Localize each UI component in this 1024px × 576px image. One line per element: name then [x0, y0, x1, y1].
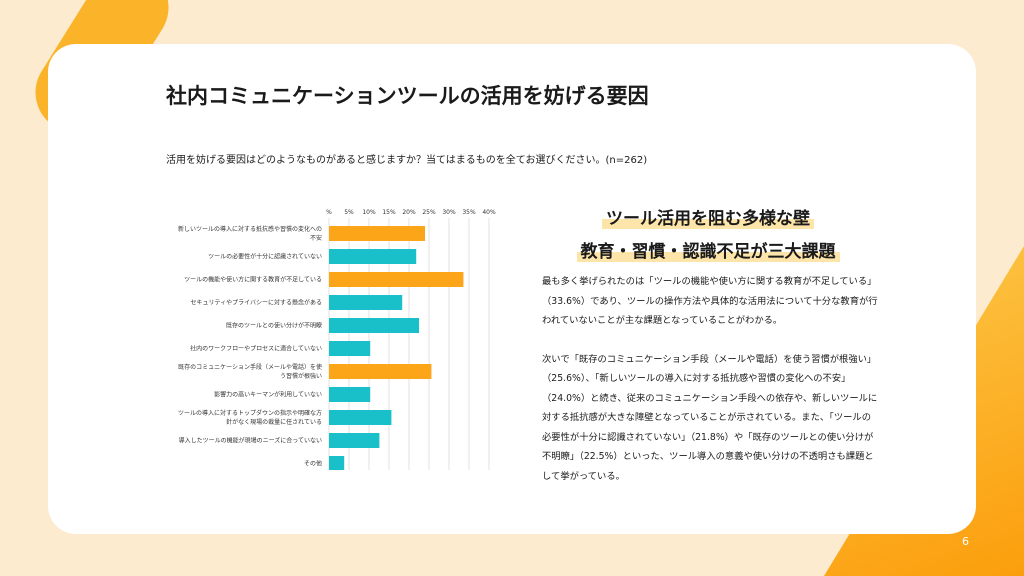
x-tick-label: %: [326, 209, 332, 216]
bar: [329, 272, 464, 287]
bar: [329, 364, 432, 379]
bar: [329, 341, 371, 356]
bar: [329, 249, 417, 264]
bar: [329, 456, 345, 470]
category-label: ツールの機能や使い方に関する教育が不足している: [184, 276, 322, 284]
x-tick-label: 40%: [482, 209, 496, 216]
bar-chart: % 5% 10% 15% 20% 25% 30% 35% 40% 新しいツールの導入に対する抵抗感…: [178, 209, 496, 470]
page-number: 6: [962, 535, 969, 548]
bar: [329, 226, 425, 241]
summary-paragraph-1: 最も多く挙げられたのは「ツールの機能や使い方に関する教育が不足している」（33.…: [542, 276, 878, 326]
category-label: 導入したツールの機能が現場のニーズに合っていない: [179, 437, 322, 445]
bar: [329, 387, 371, 402]
category-label: う習慣が根強い: [280, 372, 322, 380]
category-label: セキュリティやプライバシーに対する懸念がある: [190, 299, 322, 307]
x-tick-label: 15%: [382, 209, 396, 216]
bar: [329, 295, 403, 310]
page-title: 社内コミュニケーションツールの活用を妨げる要因: [166, 84, 649, 108]
x-tick-label: 30%: [442, 209, 456, 216]
summary-heading-line1: ツール活用を阻む多様な壁: [602, 204, 814, 229]
content-card: [48, 44, 976, 534]
survey-question: 活用を妨げる要因はどのようなものがあると感じますか？当てはまるものを全てお選びく…: [166, 155, 648, 166]
category-label: 新しいツールの導入に対する抵抗感や習慣の変化への: [178, 225, 322, 233]
x-tick-label: 35%: [462, 209, 476, 216]
category-label: 影響力の高いキーマンが利用していない: [214, 391, 322, 399]
bar: [329, 318, 419, 333]
category-label: 不安: [310, 234, 322, 242]
category-label: 既存のツールとの使い分けが不明瞭: [226, 322, 322, 330]
category-label: ツールの必要性が十分に認識されていない: [208, 253, 322, 261]
bar: [329, 410, 392, 425]
summary-paragraph-2: 次いで「既存のコミュニケーション手段（メールや電話）を使う習慣が根強い」（25.…: [542, 353, 878, 482]
summary-body: 最も多く挙げられたのは「ツールの機能や使い方に関する教育が不足している」（33.…: [542, 272, 878, 505]
category-label: 針がなく現場の裁量に任されている: [226, 418, 322, 426]
x-tick-label: 10%: [362, 209, 376, 216]
category-label: その他: [304, 460, 322, 468]
x-tick-label: 20%: [402, 209, 416, 216]
category-label: 社内のワークフローやプロセスに適合していない: [190, 345, 322, 353]
summary-heading-line2: 教育・習慣・認識不足が三大課題: [576, 237, 840, 262]
category-label: ツールの導入に対するトップダウンの指示や明確な方: [178, 409, 322, 417]
bar: [329, 433, 380, 448]
category-label: 既存のコミュニケーション手段（メールや電話）を使: [178, 363, 322, 371]
x-tick-label: 25%: [422, 209, 436, 216]
x-tick-label: 5%: [344, 209, 354, 216]
summary-heading: ツール活用を阻む多様な壁 教育・習慣・認識不足が三大課題: [538, 200, 878, 266]
